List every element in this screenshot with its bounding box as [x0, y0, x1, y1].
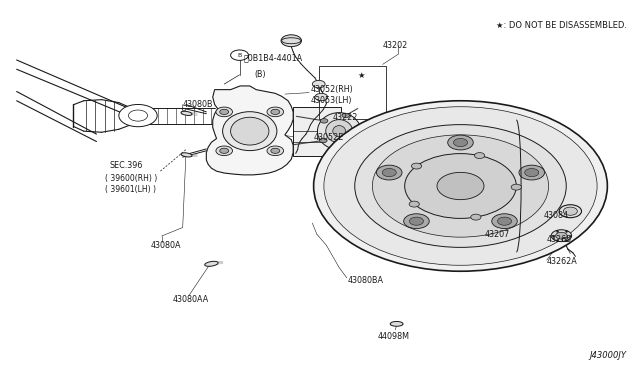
- Ellipse shape: [333, 126, 346, 137]
- Text: 43080A: 43080A: [151, 241, 181, 250]
- Ellipse shape: [230, 117, 269, 145]
- Text: SEC.396: SEC.396: [109, 161, 143, 170]
- Bar: [293, 107, 341, 155]
- Ellipse shape: [181, 153, 192, 157]
- Text: 43053(LH): 43053(LH): [310, 96, 352, 105]
- Circle shape: [372, 135, 548, 237]
- Text: ★: ★: [358, 71, 365, 80]
- Text: 43052(RH): 43052(RH): [310, 85, 353, 94]
- Circle shape: [281, 35, 301, 46]
- Text: 43262A: 43262A: [547, 257, 577, 266]
- Ellipse shape: [223, 112, 277, 151]
- Polygon shape: [206, 86, 293, 175]
- Ellipse shape: [181, 111, 192, 115]
- Circle shape: [511, 184, 522, 190]
- Ellipse shape: [563, 207, 577, 215]
- Text: 43207: 43207: [484, 230, 510, 239]
- Circle shape: [448, 135, 473, 150]
- Circle shape: [525, 169, 539, 177]
- Circle shape: [319, 138, 327, 143]
- Circle shape: [340, 145, 348, 150]
- Circle shape: [497, 217, 511, 225]
- Circle shape: [355, 129, 362, 134]
- Circle shape: [324, 107, 597, 265]
- Circle shape: [551, 230, 572, 241]
- Circle shape: [267, 107, 284, 117]
- Ellipse shape: [326, 120, 353, 142]
- Circle shape: [410, 217, 424, 225]
- Circle shape: [315, 93, 328, 101]
- Circle shape: [119, 105, 157, 127]
- Circle shape: [471, 214, 481, 220]
- Circle shape: [474, 153, 484, 158]
- Circle shape: [454, 138, 467, 147]
- Text: (B): (B): [255, 70, 266, 79]
- Circle shape: [404, 214, 429, 228]
- Text: 43202: 43202: [383, 41, 408, 50]
- Text: ★: DO NOT BE DISASSEMBLED.: ★: DO NOT BE DISASSEMBLED.: [495, 21, 627, 30]
- Circle shape: [267, 146, 284, 155]
- Circle shape: [556, 232, 567, 239]
- Circle shape: [376, 165, 402, 180]
- Circle shape: [404, 154, 516, 218]
- Ellipse shape: [390, 321, 403, 326]
- Text: 43084: 43084: [543, 211, 568, 220]
- Circle shape: [271, 148, 280, 153]
- Circle shape: [320, 119, 328, 123]
- Text: 0B1B4-4401A: 0B1B4-4401A: [243, 54, 303, 62]
- Circle shape: [437, 172, 484, 200]
- Circle shape: [314, 101, 607, 271]
- Text: 43080BA: 43080BA: [348, 276, 383, 285]
- Text: 43222: 43222: [333, 113, 358, 122]
- Circle shape: [271, 109, 280, 115]
- Bar: [293, 131, 332, 142]
- Bar: [319, 65, 386, 119]
- Text: 44098M: 44098M: [378, 331, 410, 341]
- Text: B: B: [237, 53, 242, 58]
- Text: 43080B: 43080B: [182, 100, 213, 109]
- Circle shape: [342, 113, 349, 118]
- Circle shape: [519, 165, 545, 180]
- Text: ( 39600(RH) ): ( 39600(RH) ): [105, 174, 157, 183]
- Circle shape: [492, 214, 517, 228]
- Circle shape: [216, 146, 232, 155]
- Ellipse shape: [317, 113, 361, 150]
- Circle shape: [216, 107, 232, 117]
- Circle shape: [412, 163, 422, 169]
- Text: 43080AA: 43080AA: [173, 295, 209, 304]
- Text: 43052E: 43052E: [314, 133, 344, 142]
- Circle shape: [220, 148, 228, 153]
- Text: ( 39601(LH) ): ( 39601(LH) ): [105, 185, 156, 194]
- Circle shape: [409, 201, 419, 207]
- Circle shape: [355, 125, 566, 247]
- Ellipse shape: [205, 261, 218, 266]
- Ellipse shape: [559, 205, 582, 218]
- Text: 43265: 43265: [547, 235, 572, 244]
- Circle shape: [312, 80, 325, 88]
- Circle shape: [382, 169, 396, 177]
- Text: J43000JY: J43000JY: [589, 351, 627, 360]
- Circle shape: [220, 109, 228, 115]
